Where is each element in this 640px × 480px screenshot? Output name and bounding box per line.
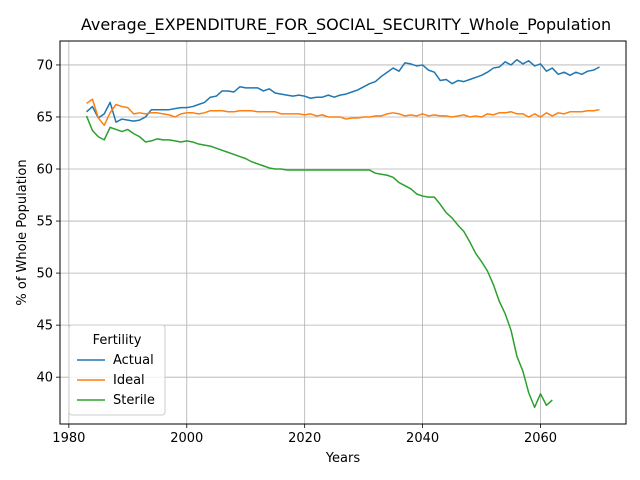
y-axis-label: % of Whole Population <box>15 159 30 305</box>
y-tick-label: 40 <box>36 371 53 386</box>
x-tick-label: 2040 <box>406 431 439 446</box>
x-tick-label: 2000 <box>170 431 203 446</box>
chart-title: Average_EXPENDITURE_FOR_SOCIAL_SECURITY_… <box>81 15 611 35</box>
legend-title: Fertility <box>93 333 142 348</box>
y-tick-label: 55 <box>36 215 53 230</box>
y-tick-label: 45 <box>36 319 53 334</box>
y-tick-label: 70 <box>36 58 53 73</box>
y-tick-label: 65 <box>36 110 53 125</box>
legend: Fertility Actual Ideal Sterile <box>69 325 165 415</box>
x-tick-label: 2060 <box>524 431 557 446</box>
legend-label-ideal: Ideal <box>113 373 145 388</box>
x-tick-label: 1980 <box>52 431 85 446</box>
legend-label-sterile: Sterile <box>113 393 155 408</box>
x-tick-label: 2020 <box>288 431 321 446</box>
x-axis-label: Years <box>325 451 361 466</box>
legend-label-actual: Actual <box>113 353 154 368</box>
y-tick-label: 60 <box>36 163 53 178</box>
y-tick-label: 50 <box>36 267 53 282</box>
